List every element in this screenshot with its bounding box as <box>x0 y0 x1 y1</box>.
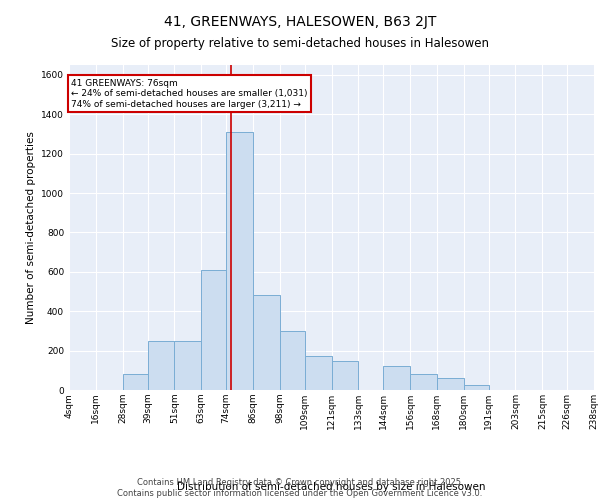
Bar <box>464 385 488 390</box>
Bar <box>410 374 437 390</box>
Bar <box>148 341 175 390</box>
Text: 41 GREENWAYS: 76sqm
← 24% of semi-detached houses are smaller (1,031)
74% of sem: 41 GREENWAYS: 76sqm ← 24% of semi-detach… <box>71 79 308 108</box>
Bar <box>253 296 280 390</box>
Bar <box>437 378 464 390</box>
X-axis label: Distribution of semi-detached houses by size in Halesowen: Distribution of semi-detached houses by … <box>177 482 486 492</box>
Text: Contains HM Land Registry data © Crown copyright and database right 2025.
Contai: Contains HM Land Registry data © Crown c… <box>118 478 482 498</box>
Bar <box>202 270 226 390</box>
Bar <box>280 331 305 390</box>
Bar <box>305 356 331 390</box>
Bar <box>383 366 410 390</box>
Text: Size of property relative to semi-detached houses in Halesowen: Size of property relative to semi-detach… <box>111 38 489 51</box>
Text: 41, GREENWAYS, HALESOWEN, B63 2JT: 41, GREENWAYS, HALESOWEN, B63 2JT <box>164 15 436 29</box>
Bar <box>331 362 358 390</box>
Y-axis label: Number of semi-detached properties: Number of semi-detached properties <box>26 131 35 324</box>
Bar <box>226 132 253 390</box>
Bar <box>123 374 148 390</box>
Bar <box>175 341 202 390</box>
